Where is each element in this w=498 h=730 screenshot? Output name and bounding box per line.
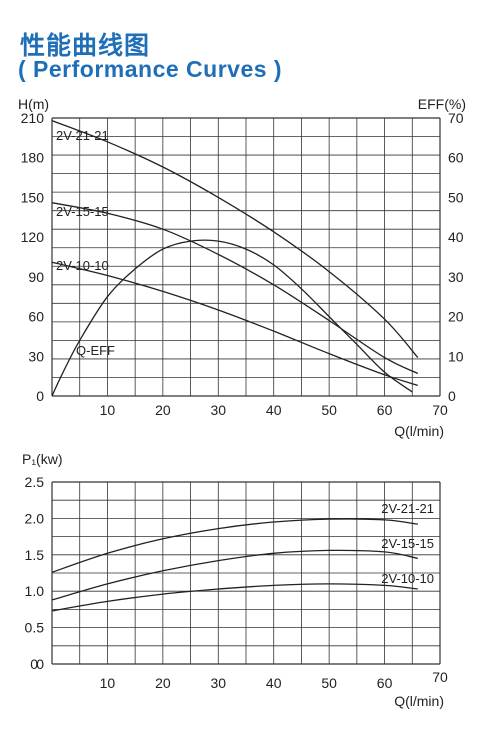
series-label: Q-EFF (76, 343, 115, 358)
y-right-tick-label: 20 (448, 309, 464, 325)
series-label: 2V-10-10 (56, 258, 109, 273)
y-left-tick-label: 90 (28, 269, 44, 285)
power-series-label: 2V-15-15 (381, 536, 434, 551)
power-y-tick-label: 0.5 (25, 620, 45, 636)
page-title-english: ( Performance Curves ) (18, 56, 283, 82)
y-right-tick-label: 70 (448, 110, 464, 126)
y-right-tick-label: 40 (448, 229, 464, 245)
y-right-tick-label: 10 (448, 348, 464, 364)
y-left-axis-label: H(m) (18, 96, 49, 112)
power-y-tick-label: 1.0 (25, 583, 45, 599)
x-tick-label: 50 (321, 402, 337, 418)
x-tick-label: 30 (210, 402, 226, 418)
series-line-2v-15-15 (51, 202, 419, 375)
power-series-line-2v-15-15 (51, 549, 418, 601)
power-origin-label: 0 (30, 656, 38, 672)
x-axis-label: Q(l/min) (394, 423, 444, 439)
y-left-tick-label: 210 (21, 110, 45, 126)
page-title-chinese: 性能曲线图 (20, 31, 151, 60)
power-series-label: 2V-21-21 (381, 501, 434, 516)
power-y-axis-label: P₁(kw) (22, 451, 63, 467)
y-left-tick-label: 120 (21, 229, 45, 245)
x-tick-label: 20 (155, 402, 171, 418)
y-right-tick-label: 0 (448, 388, 456, 404)
power-x-tick-label: 60 (377, 675, 393, 691)
power-series-line-2v-21-21 (51, 518, 418, 573)
head-chart-grid (51, 117, 441, 397)
series-line-2v-10-10 (51, 261, 419, 387)
y-left-tick-label: 0 (36, 388, 44, 404)
power-x-tick-label: 20 (155, 675, 171, 691)
series-label: 2V-21-21 (56, 128, 109, 143)
series-label: 2V-15-15 (56, 204, 109, 219)
y-left-tick-label: 60 (28, 309, 44, 325)
power-x-tick-label: 10 (100, 675, 116, 691)
series-line-q-eff (51, 239, 413, 397)
power-y-tick-label: 2.0 (25, 510, 45, 526)
y-right-tick-label: 50 (448, 189, 464, 205)
y-right-axis-label: EFF(%) (418, 96, 466, 112)
series-line-2v-21-21 (51, 119, 419, 359)
power-x-tick-label: 50 (321, 675, 337, 691)
y-right-tick-label: 30 (448, 269, 464, 285)
power-x-tick-label: 70 (432, 669, 448, 685)
power-x-axis-label: Q(l/min) (394, 693, 444, 709)
power-y-tick-label: 1.5 (25, 547, 45, 563)
x-tick-label: 10 (100, 402, 116, 418)
power-x-tick-label: 40 (266, 675, 282, 691)
power-y-tick-label: 2.5 (25, 474, 45, 490)
x-tick-label: 70 (432, 402, 448, 418)
power-chart-grid (51, 481, 441, 665)
y-left-tick-label: 30 (28, 348, 44, 364)
power-series-line-2v-10-10 (51, 583, 418, 612)
y-right-tick-label: 60 (448, 150, 464, 166)
power-y-tick-label: 0 (36, 656, 44, 672)
x-tick-label: 40 (266, 402, 282, 418)
x-tick-label: 60 (377, 402, 393, 418)
power-x-tick-label: 30 (210, 675, 226, 691)
y-left-tick-label: 180 (21, 150, 45, 166)
y-left-tick-label: 150 (21, 189, 45, 205)
power-series-label: 2V-10-10 (381, 571, 434, 586)
